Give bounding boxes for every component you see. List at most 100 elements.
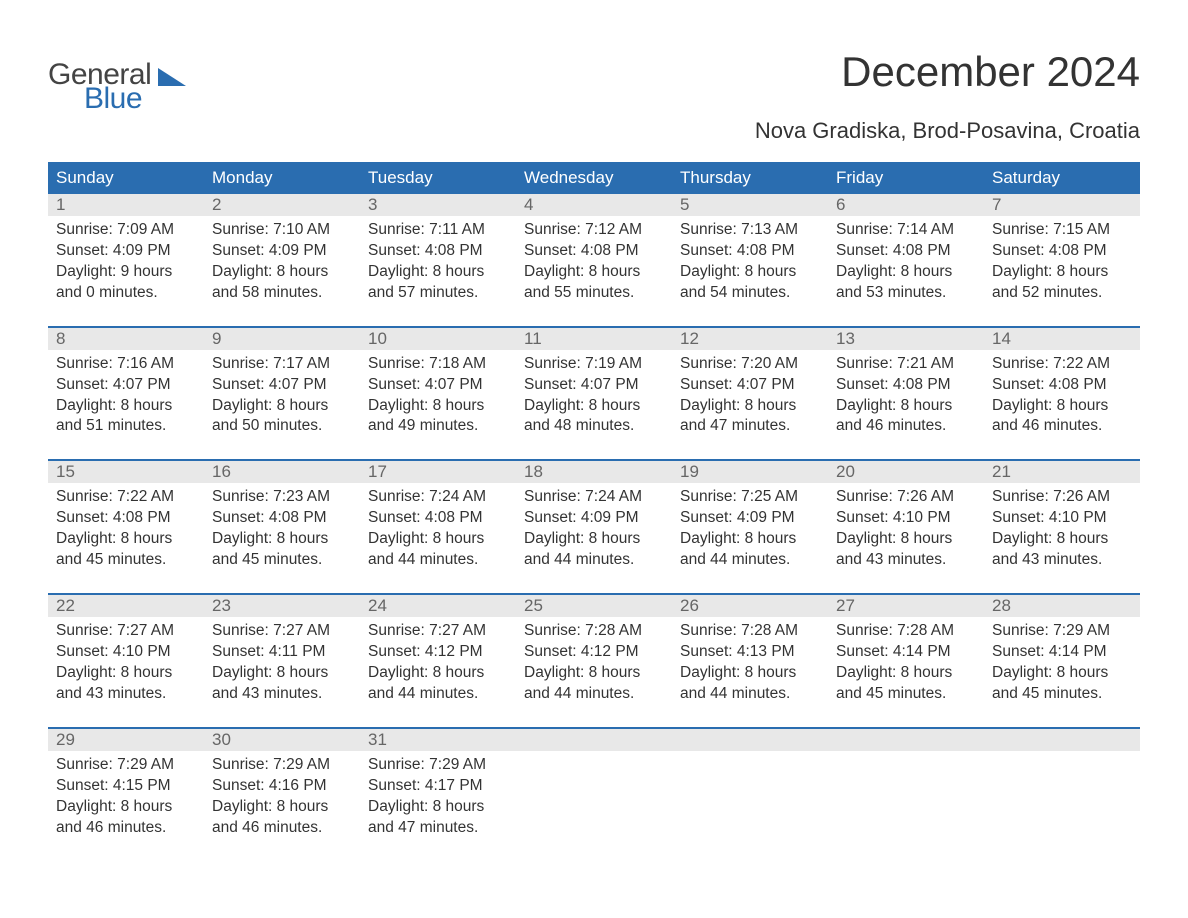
day-number: 2 xyxy=(204,194,360,216)
day-details: Sunrise: 7:16 AMSunset: 4:07 PMDaylight:… xyxy=(48,350,204,442)
daylight-line: Daylight: 8 hours and 55 minutes. xyxy=(524,262,666,304)
sunrise-line: Sunrise: 7:22 AM xyxy=(992,354,1134,375)
sunset-line: Sunset: 4:14 PM xyxy=(992,642,1134,663)
sunrise-line: Sunrise: 7:23 AM xyxy=(212,487,354,508)
sunset-line: Sunset: 4:16 PM xyxy=(212,776,354,797)
sunset-line: Sunset: 4:13 PM xyxy=(680,642,822,663)
sunrise-line: Sunrise: 7:24 AM xyxy=(524,487,666,508)
calendar-day xyxy=(828,729,984,843)
day-details: Sunrise: 7:09 AMSunset: 4:09 PMDaylight:… xyxy=(48,216,204,308)
calendar: Sunday Monday Tuesday Wednesday Thursday… xyxy=(48,162,1140,842)
sunrise-line: Sunrise: 7:10 AM xyxy=(212,220,354,241)
calendar-day: 31Sunrise: 7:29 AMSunset: 4:17 PMDayligh… xyxy=(360,729,516,843)
day-details: Sunrise: 7:26 AMSunset: 4:10 PMDaylight:… xyxy=(828,483,984,575)
sunrise-line: Sunrise: 7:19 AM xyxy=(524,354,666,375)
day-number: 20 xyxy=(828,461,984,483)
sunrise-line: Sunrise: 7:27 AM xyxy=(368,621,510,642)
daylight-line: Daylight: 8 hours and 57 minutes. xyxy=(368,262,510,304)
calendar-day: 24Sunrise: 7:27 AMSunset: 4:12 PMDayligh… xyxy=(360,595,516,709)
day-number: 5 xyxy=(672,194,828,216)
calendar-day: 22Sunrise: 7:27 AMSunset: 4:10 PMDayligh… xyxy=(48,595,204,709)
sunrise-line: Sunrise: 7:12 AM xyxy=(524,220,666,241)
day-number: 13 xyxy=(828,328,984,350)
daylight-line: Daylight: 8 hours and 43 minutes. xyxy=(56,663,198,705)
calendar-day: 28Sunrise: 7:29 AMSunset: 4:14 PMDayligh… xyxy=(984,595,1140,709)
day-details: Sunrise: 7:15 AMSunset: 4:08 PMDaylight:… xyxy=(984,216,1140,308)
day-details: Sunrise: 7:18 AMSunset: 4:07 PMDaylight:… xyxy=(360,350,516,442)
day-number: 3 xyxy=(360,194,516,216)
day-details: Sunrise: 7:13 AMSunset: 4:08 PMDaylight:… xyxy=(672,216,828,308)
calendar-day: 5Sunrise: 7:13 AMSunset: 4:08 PMDaylight… xyxy=(672,194,828,308)
calendar-day: 15Sunrise: 7:22 AMSunset: 4:08 PMDayligh… xyxy=(48,461,204,575)
calendar-day: 6Sunrise: 7:14 AMSunset: 4:08 PMDaylight… xyxy=(828,194,984,308)
day-details: Sunrise: 7:27 AMSunset: 4:12 PMDaylight:… xyxy=(360,617,516,709)
day-details: Sunrise: 7:12 AMSunset: 4:08 PMDaylight:… xyxy=(516,216,672,308)
page-subtitle: Nova Gradiska, Brod-Posavina, Croatia xyxy=(48,118,1140,144)
daylight-line: Daylight: 8 hours and 44 minutes. xyxy=(524,663,666,705)
page-title: December 2024 xyxy=(841,48,1140,96)
sunrise-line: Sunrise: 7:22 AM xyxy=(56,487,198,508)
sunset-line: Sunset: 4:08 PM xyxy=(368,241,510,262)
day-details: Sunrise: 7:17 AMSunset: 4:07 PMDaylight:… xyxy=(204,350,360,442)
day-number: 24 xyxy=(360,595,516,617)
daylight-line: Daylight: 8 hours and 43 minutes. xyxy=(212,663,354,705)
calendar-day: 18Sunrise: 7:24 AMSunset: 4:09 PMDayligh… xyxy=(516,461,672,575)
weekday-header-row: Sunday Monday Tuesday Wednesday Thursday… xyxy=(48,162,1140,194)
sunset-line: Sunset: 4:07 PM xyxy=(368,375,510,396)
daylight-line: Daylight: 8 hours and 46 minutes. xyxy=(212,797,354,839)
calendar-day: 27Sunrise: 7:28 AMSunset: 4:14 PMDayligh… xyxy=(828,595,984,709)
sunrise-line: Sunrise: 7:11 AM xyxy=(368,220,510,241)
sunrise-line: Sunrise: 7:21 AM xyxy=(836,354,978,375)
day-number: 19 xyxy=(672,461,828,483)
sunrise-line: Sunrise: 7:26 AM xyxy=(836,487,978,508)
sunset-line: Sunset: 4:09 PM xyxy=(212,241,354,262)
sunrise-line: Sunrise: 7:28 AM xyxy=(680,621,822,642)
logo-text-blue: Blue xyxy=(84,84,186,114)
sunset-line: Sunset: 4:07 PM xyxy=(56,375,198,396)
day-number: 23 xyxy=(204,595,360,617)
day-number: 27 xyxy=(828,595,984,617)
day-details: Sunrise: 7:29 AMSunset: 4:16 PMDaylight:… xyxy=(204,751,360,843)
weekday-header: Saturday xyxy=(984,162,1140,194)
daylight-line: Daylight: 8 hours and 46 minutes. xyxy=(992,396,1134,438)
sunset-line: Sunset: 4:09 PM xyxy=(524,508,666,529)
day-details: Sunrise: 7:29 AMSunset: 4:17 PMDaylight:… xyxy=(360,751,516,843)
day-details: Sunrise: 7:24 AMSunset: 4:08 PMDaylight:… xyxy=(360,483,516,575)
sunset-line: Sunset: 4:14 PM xyxy=(836,642,978,663)
day-details: Sunrise: 7:14 AMSunset: 4:08 PMDaylight:… xyxy=(828,216,984,308)
sunrise-line: Sunrise: 7:25 AM xyxy=(680,487,822,508)
day-number: 9 xyxy=(204,328,360,350)
daylight-line: Daylight: 8 hours and 45 minutes. xyxy=(56,529,198,571)
daylight-line: Daylight: 8 hours and 46 minutes. xyxy=(56,797,198,839)
day-details: Sunrise: 7:29 AMSunset: 4:14 PMDaylight:… xyxy=(984,617,1140,709)
day-number: 15 xyxy=(48,461,204,483)
calendar-day: 1Sunrise: 7:09 AMSunset: 4:09 PMDaylight… xyxy=(48,194,204,308)
sunrise-line: Sunrise: 7:09 AM xyxy=(56,220,198,241)
sunset-line: Sunset: 4:08 PM xyxy=(836,241,978,262)
sunset-line: Sunset: 4:09 PM xyxy=(56,241,198,262)
weekday-header: Tuesday xyxy=(360,162,516,194)
day-number: 1 xyxy=(48,194,204,216)
day-number: 17 xyxy=(360,461,516,483)
calendar-day: 17Sunrise: 7:24 AMSunset: 4:08 PMDayligh… xyxy=(360,461,516,575)
day-number: 26 xyxy=(672,595,828,617)
day-details: Sunrise: 7:27 AMSunset: 4:10 PMDaylight:… xyxy=(48,617,204,709)
sunrise-line: Sunrise: 7:27 AM xyxy=(56,621,198,642)
daylight-line: Daylight: 8 hours and 51 minutes. xyxy=(56,396,198,438)
calendar-day xyxy=(672,729,828,843)
day-number: 29 xyxy=(48,729,204,751)
sunrise-line: Sunrise: 7:18 AM xyxy=(368,354,510,375)
day-number: 14 xyxy=(984,328,1140,350)
calendar-day: 26Sunrise: 7:28 AMSunset: 4:13 PMDayligh… xyxy=(672,595,828,709)
daylight-line: Daylight: 9 hours and 0 minutes. xyxy=(56,262,198,304)
sunset-line: Sunset: 4:10 PM xyxy=(56,642,198,663)
day-number-empty xyxy=(516,729,672,751)
sunset-line: Sunset: 4:08 PM xyxy=(836,375,978,396)
sunset-line: Sunset: 4:08 PM xyxy=(524,241,666,262)
weekday-header: Friday xyxy=(828,162,984,194)
sunrise-line: Sunrise: 7:24 AM xyxy=(368,487,510,508)
sunrise-line: Sunrise: 7:16 AM xyxy=(56,354,198,375)
day-number: 30 xyxy=(204,729,360,751)
calendar-day: 11Sunrise: 7:19 AMSunset: 4:07 PMDayligh… xyxy=(516,328,672,442)
day-details: Sunrise: 7:23 AMSunset: 4:08 PMDaylight:… xyxy=(204,483,360,575)
